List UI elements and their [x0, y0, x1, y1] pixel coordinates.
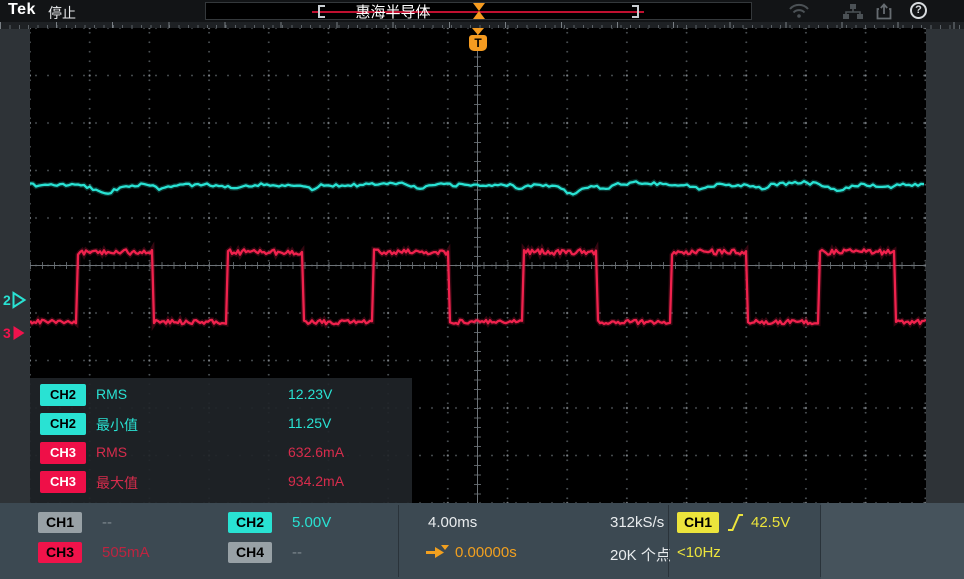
horizontal-scale[interactable]: 4.00ms: [428, 514, 478, 531]
measurement-label: RMS: [96, 444, 128, 460]
record-view[interactable]: [205, 2, 752, 20]
record-length[interactable]: 20K 个点: [610, 547, 671, 564]
ch2-marker-number: 2: [3, 292, 11, 308]
measurement-row[interactable]: CH2 RMS 12.23V: [30, 384, 412, 408]
network-icon[interactable]: [842, 3, 864, 20]
divider: [820, 505, 821, 577]
acquisition-status[interactable]: 停止: [48, 5, 76, 21]
horizontal-position[interactable]: 0.00000s: [455, 544, 517, 561]
measurement-panel: CH2 RMS 12.23V CH2 最小值 11.25V CH3 RMS 63…: [30, 378, 412, 503]
trigger-source-badge[interactable]: CH1: [677, 512, 719, 533]
ch3-scale[interactable]: 505mA: [102, 544, 150, 561]
export-icon[interactable]: [876, 3, 896, 20]
sample-rate[interactable]: 312kS/s: [610, 514, 665, 531]
measurement-label: RMS: [96, 386, 128, 402]
ch3-position-marker[interactable]: 3: [3, 324, 27, 342]
measurement-value: 11.25V: [288, 415, 332, 431]
measurement-value: 632.6mA: [288, 444, 345, 460]
ch4-badge[interactable]: CH4: [228, 542, 272, 563]
user-label: 惠海半导体: [355, 4, 431, 21]
ch2-position-marker[interactable]: 2: [3, 291, 27, 309]
trigger-marker-arrow-icon: [472, 28, 484, 35]
ch2-marker-arrow-icon: [12, 291, 27, 309]
ch1-scale[interactable]: --: [102, 514, 112, 531]
record-view-left-bracket-icon[interactable]: [318, 5, 325, 18]
measurement-value: 934.2mA: [288, 473, 345, 489]
divider: [398, 505, 399, 577]
measurement-row[interactable]: CH2 最小值 11.25V: [30, 413, 412, 437]
waveform-traces: [30, 178, 926, 332]
ch3-badge[interactable]: CH3: [38, 542, 82, 563]
expansion-ruler: [0, 22, 964, 29]
channel-badge[interactable]: CH2: [40, 384, 86, 406]
trigger-marker-badge: T: [469, 35, 487, 51]
status-bar: CH1 -- CH2 5.00V CH3 505mA CH4 -- 4.00ms…: [0, 503, 964, 579]
channel-badge[interactable]: CH2: [40, 413, 86, 435]
ch2-badge[interactable]: CH2: [228, 512, 272, 533]
wifi-icon[interactable]: [788, 3, 810, 19]
measurement-row[interactable]: CH3 最大值 934.2mA: [30, 471, 412, 495]
record-view-right-bracket-icon[interactable]: [632, 5, 639, 18]
help-icon[interactable]: ?: [910, 2, 927, 19]
divider: [668, 505, 669, 577]
channel-badge[interactable]: CH3: [40, 442, 86, 464]
trigger-position-arrow-icon: [426, 545, 449, 558]
trigger-level[interactable]: 42.5V: [751, 514, 791, 531]
measurement-value: 12.23V: [288, 386, 333, 402]
ch3-marker-number: 3: [3, 325, 11, 341]
ch1-badge[interactable]: CH1: [38, 512, 82, 533]
trigger-frequency: <10Hz: [677, 544, 721, 561]
menu-panel-empty[interactable]: [821, 503, 964, 579]
measurement-label: 最大值: [96, 475, 138, 491]
ch4-scale[interactable]: --: [292, 544, 302, 561]
top-bar: Tek 停止 惠海半导体 ?: [0, 0, 964, 22]
tek-logo: Tek: [8, 1, 36, 18]
graticule[interactable]: T: [30, 28, 926, 503]
ch3-marker-arrow-icon: [13, 326, 25, 340]
ch2-scale[interactable]: 5.00V: [292, 514, 332, 531]
horizontal-center-line: [30, 265, 926, 266]
measurement-label: 最小值: [96, 417, 138, 433]
channel-badge[interactable]: CH3: [40, 471, 86, 493]
rising-edge-icon: [728, 514, 743, 531]
measurement-row[interactable]: CH3 RMS 632.6mA: [30, 442, 412, 466]
